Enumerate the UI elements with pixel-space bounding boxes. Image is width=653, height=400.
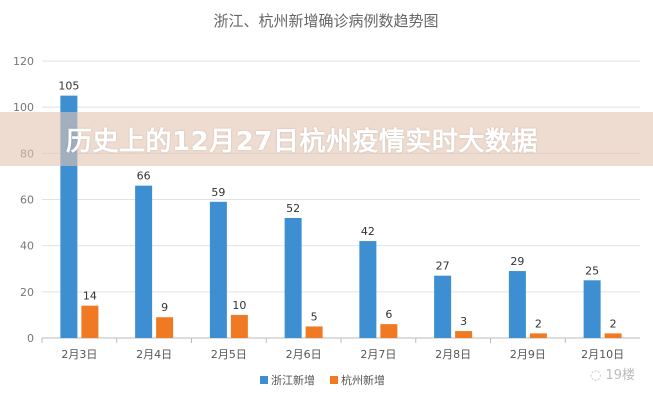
legend-swatch xyxy=(260,376,268,384)
watermark: ◌ 19楼 xyxy=(590,364,635,383)
bar-zhejiang xyxy=(508,271,526,338)
x-tick-label: 2月9日 xyxy=(510,348,546,361)
data-label: 105 xyxy=(58,80,79,93)
y-tick-label: 20 xyxy=(20,286,34,299)
headline-text: 历史上的12月27日杭州疫情实时大数据 xyxy=(66,126,538,157)
legend-label: 杭州新增 xyxy=(341,373,385,387)
bar-hangzhou xyxy=(305,326,323,338)
x-tick-label: 2月10日 xyxy=(581,348,624,361)
data-label: 2 xyxy=(610,317,617,330)
bar-zhejiang xyxy=(209,201,227,338)
y-tick-label: 120 xyxy=(13,55,34,68)
bar-hangzhou xyxy=(380,324,398,338)
x-tick-label: 2月5日 xyxy=(211,348,247,361)
legend-label: 浙江新增 xyxy=(271,373,315,387)
data-label: 5 xyxy=(311,310,318,323)
bar-zhejiang xyxy=(434,275,452,338)
data-label: 6 xyxy=(385,308,392,321)
x-tick-label: 2月4日 xyxy=(136,348,172,361)
bar-zhejiang xyxy=(359,241,377,338)
data-label: 42 xyxy=(361,225,375,238)
data-label: 9 xyxy=(161,301,168,314)
x-tick-label: 2月8日 xyxy=(435,348,471,361)
bar-hangzhou xyxy=(156,317,174,338)
x-tick-label: 2月3日 xyxy=(61,348,97,361)
headline-banner: 历史上的12月27日杭州疫情实时大数据 xyxy=(0,112,653,166)
data-label: 14 xyxy=(83,290,97,303)
data-label: 27 xyxy=(436,260,450,273)
data-label: 10 xyxy=(232,299,246,312)
data-label: 52 xyxy=(286,202,300,215)
data-label: 59 xyxy=(211,186,225,199)
watermark-text: 19楼 xyxy=(605,368,635,383)
bar-zhejiang xyxy=(135,185,153,338)
data-label: 3 xyxy=(460,315,467,328)
legend-swatch xyxy=(330,376,338,384)
x-tick-label: 2月7日 xyxy=(360,348,396,361)
y-tick-label: 100 xyxy=(13,101,34,114)
chart-title: 浙江、杭州新增确诊病例数趋势图 xyxy=(213,12,438,30)
y-tick-label: 40 xyxy=(20,240,34,253)
bar-hangzhou xyxy=(81,305,99,338)
data-label: 25 xyxy=(585,264,599,277)
y-tick-label: 0 xyxy=(27,332,34,345)
bar-hangzhou xyxy=(455,331,473,338)
bar-hangzhou xyxy=(604,333,622,338)
wechat-icon: ◌ xyxy=(589,368,606,383)
bar-hangzhou xyxy=(529,333,547,338)
bar-zhejiang xyxy=(284,217,302,338)
bar-zhejiang xyxy=(583,280,601,338)
data-label: 29 xyxy=(510,255,524,268)
data-label: 2 xyxy=(535,317,542,330)
y-tick-label: 60 xyxy=(20,194,34,207)
x-tick-label: 2月6日 xyxy=(286,348,322,361)
data-label: 66 xyxy=(137,170,151,183)
bar-hangzhou xyxy=(230,314,248,338)
